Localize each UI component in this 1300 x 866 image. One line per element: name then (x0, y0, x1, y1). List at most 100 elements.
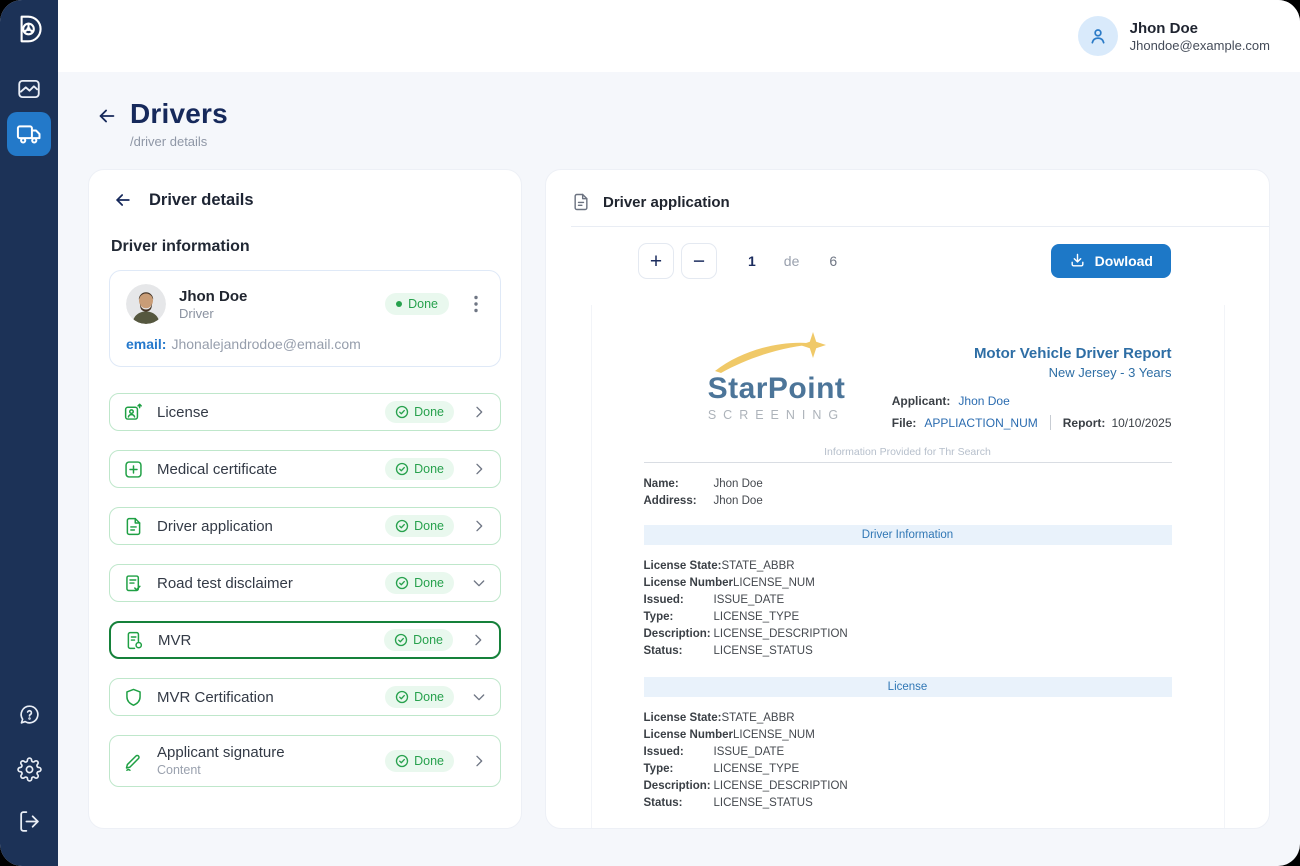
driver-details-panel: Driver details Driver information (88, 169, 522, 829)
page-title: Drivers (130, 98, 228, 129)
download-icon (1071, 253, 1084, 267)
app-logo-icon (12, 12, 46, 46)
sidebar-item-help[interactable] (14, 699, 44, 729)
identity-fields: Name: Jhon Doe Addiress: Jhon Doe (643, 478, 763, 507)
document-viewport[interactable]: StarPoint SCREENING Motor Vehicle Driver… (546, 305, 1269, 828)
page-separator-label: de (783, 253, 800, 269)
check-circle-icon (395, 690, 409, 704)
user-avatar (1077, 16, 1118, 56)
document-note: Information Provided for Thr Search (824, 446, 991, 458)
driver-photo (126, 284, 166, 324)
list-item-mvr-certification[interactable]: MVR Certification Done (109, 678, 501, 716)
email-label: email: (126, 336, 167, 352)
done-badge: Done (385, 686, 454, 708)
kebab-menu-icon (474, 295, 478, 313)
chevron-right-icon (471, 461, 487, 477)
logout-icon (19, 810, 39, 832)
done-badge: Done (385, 458, 454, 480)
driver-application-panel: Driver application + − 1 de 6 (545, 169, 1270, 829)
viewer-toolbar: + − 1 de 6 Dowload (546, 227, 1269, 279)
check-circle-icon (395, 405, 409, 419)
page-header: Drivers /driver details (96, 98, 1270, 149)
list-item-driver-application[interactable]: Driver application Done (109, 507, 501, 545)
back-arrow-icon (116, 194, 130, 206)
shield-icon (123, 687, 144, 708)
signature-pen-icon (123, 751, 144, 772)
mvr-report-icon (124, 630, 145, 651)
status-dot-icon (396, 301, 403, 307)
truck-icon (16, 125, 41, 144)
driver-name: Jhon Doe (179, 287, 248, 305)
report-title: Motor Vehicle Driver Report (973, 345, 1172, 362)
check-circle-icon (395, 754, 409, 768)
driver-role: Driver (179, 305, 214, 321)
chevron-right-icon (470, 632, 486, 648)
clipboard-check-icon (123, 573, 144, 594)
person-icon (1091, 29, 1105, 44)
vertical-divider (1049, 415, 1051, 430)
star-swoosh-icon (714, 332, 826, 373)
panel-back-button[interactable] (113, 190, 133, 210)
page-back-button[interactable] (96, 105, 118, 130)
user-name: Jhon Doe (1129, 19, 1198, 37)
page-content: Drivers /driver details Driver details (58, 72, 1300, 866)
list-item-mvr[interactable]: MVR Done (109, 621, 501, 659)
zoom-out-button[interactable]: − (681, 243, 717, 279)
medical-cross-icon (123, 459, 144, 480)
sidebar-item-drivers[interactable] (7, 112, 51, 156)
done-badge: Done (385, 750, 454, 772)
done-badge: Done (385, 401, 454, 423)
license-fields: License State: STATE_ABBR License Number L… (643, 712, 848, 809)
done-badge: Done (385, 572, 454, 594)
image-icon (18, 79, 40, 99)
done-badge: Done (384, 629, 453, 651)
zoom-in-button[interactable]: + (638, 243, 674, 279)
driver-info-card: Jhon Doe Driver Done (109, 270, 501, 367)
chevron-right-icon (471, 404, 487, 420)
status-badge: Done (385, 293, 449, 315)
check-circle-icon (395, 576, 409, 590)
chevron-down-icon (471, 689, 487, 705)
list-item-medical-certificate[interactable]: Medical certificate Done (109, 450, 501, 488)
help-chat-icon (19, 704, 39, 724)
driver-information-fields: License State: STATE_ABBR License Number L… (643, 560, 848, 657)
panel-title: Driver details (149, 190, 254, 209)
report-subtitle: New Jersey - 3 Years (1048, 365, 1172, 380)
logo-title: StarPoint (707, 372, 846, 405)
list-item-applicant-signature[interactable]: Applicant signature Content Done (109, 735, 501, 787)
document-icon (123, 516, 144, 537)
section-header-license: License (643, 677, 1172, 697)
chevron-right-icon (471, 518, 487, 534)
viewer-title: Driver application (603, 193, 730, 211)
sidebar-item-logout[interactable] (14, 806, 44, 836)
starpoint-logo: StarPoint SCREENING (692, 331, 862, 430)
logo-subtitle: SCREENING (707, 408, 846, 422)
license-id-icon (123, 402, 144, 423)
sidebar-item-media[interactable] (14, 74, 44, 104)
applicant-row: Applicant: Jhon Doe (891, 394, 1010, 408)
breadcrumb: /driver details (130, 134, 208, 149)
list-item-license[interactable]: License Done (109, 393, 501, 431)
sidebar-item-settings[interactable] (14, 754, 44, 784)
download-button[interactable]: Dowload (1050, 244, 1171, 278)
pdf-page: StarPoint SCREENING Motor Vehicle Driver… (591, 305, 1224, 828)
check-circle-icon (395, 519, 409, 533)
sidebar (0, 0, 58, 866)
gear-icon (16, 756, 42, 782)
user-menu[interactable]: Jhon Doe Jhondoe@example.com (1077, 16, 1270, 56)
driver-card-menu-button[interactable] (468, 293, 484, 315)
check-circle-icon (394, 633, 408, 647)
section-title: Driver information (111, 238, 250, 255)
list-item-road-test-disclaimer[interactable]: Road test disclaimer Done (109, 564, 501, 602)
viewer-header: Driver application (571, 170, 1269, 227)
document-icon (574, 193, 588, 211)
chevron-right-icon (471, 753, 487, 769)
document-list: License Done (109, 393, 501, 787)
user-email: Jhondoe@example.com (1129, 37, 1270, 53)
page-total: 6 (829, 253, 838, 269)
page-current: 1 (748, 253, 756, 269)
chevron-down-icon (471, 575, 487, 591)
back-arrow-icon (99, 109, 115, 123)
panel-header: Driver details (113, 190, 501, 210)
